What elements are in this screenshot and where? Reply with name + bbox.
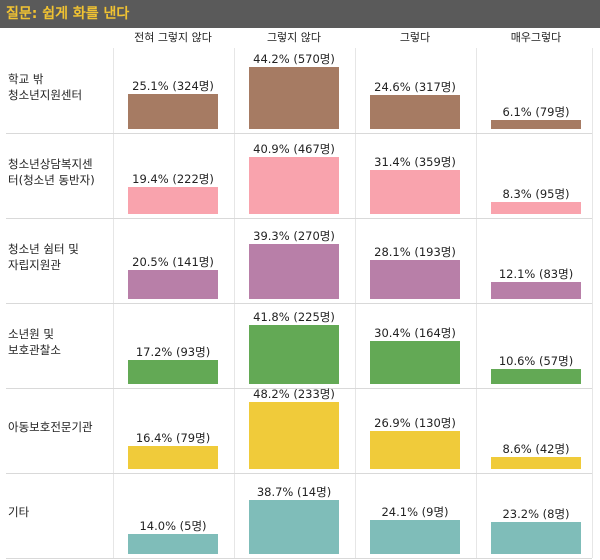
data-label: 17.2% (93명) <box>135 345 211 359</box>
bar <box>370 170 460 214</box>
row-label: 아동보호전문기관 <box>8 419 93 434</box>
bar <box>249 67 339 129</box>
row-label: 청소년상담복지센 터(청소년 동반자) <box>8 156 95 187</box>
row-separator <box>6 133 592 134</box>
row-separator <box>6 473 592 474</box>
data-label: 38.7% (14명) <box>256 485 332 499</box>
data-label: 8.3% (95명) <box>502 187 570 201</box>
column-header: 그렇지 않다 <box>266 31 322 44</box>
row-separator <box>6 558 592 559</box>
row-separator <box>6 388 592 389</box>
data-label: 28.1% (193명) <box>374 245 456 259</box>
bar <box>249 500 339 554</box>
data-label: 40.9% (467명) <box>253 142 335 156</box>
data-label: 39.3% (270명) <box>253 229 335 243</box>
bar <box>128 270 218 299</box>
data-label: 41.8% (225명) <box>253 310 335 324</box>
bar <box>370 431 460 469</box>
bar <box>491 202 581 214</box>
data-label: 24.1% (9명) <box>381 505 449 519</box>
bar <box>370 341 460 384</box>
data-label: 8.6% (42명) <box>502 442 570 456</box>
bar <box>491 457 581 469</box>
data-label: 12.1% (83명) <box>498 267 574 281</box>
data-label: 6.1% (79명) <box>502 105 570 119</box>
data-label: 25.1% (324명) <box>132 79 214 93</box>
row-label: 기타 <box>8 504 30 519</box>
bar <box>370 520 460 554</box>
bar <box>491 369 581 384</box>
column-header: 매우그렇다 <box>510 31 562 44</box>
bar <box>128 360 218 384</box>
bar <box>370 260 460 299</box>
column-header: 전혀 그렇지 않다 <box>134 31 212 44</box>
bar <box>128 187 218 214</box>
bar <box>370 95 460 129</box>
data-label: 14.0% (5명) <box>139 519 207 533</box>
chart-title: 질문: 쉽게 화를 낸다 <box>0 0 600 28</box>
data-label: 26.9% (130명) <box>374 416 456 430</box>
bar <box>249 325 339 384</box>
bar <box>128 534 218 554</box>
data-label: 31.4% (359명) <box>374 155 456 169</box>
column-divider <box>592 48 593 558</box>
data-label: 30.4% (164명) <box>374 326 456 340</box>
row-label: 청소년 쉼터 및 자립지원관 <box>8 241 79 272</box>
data-label: 20.5% (141명) <box>132 255 214 269</box>
row-label: 소년원 및 보호관찰소 <box>8 326 61 357</box>
bar <box>491 120 581 129</box>
row-separator <box>6 218 592 219</box>
bar <box>249 157 339 214</box>
bar <box>491 282 581 299</box>
column-header: 그렇다 <box>399 31 431 44</box>
bar <box>249 402 339 469</box>
data-label: 16.4% (79명) <box>135 431 211 445</box>
bar <box>128 446 218 469</box>
data-label: 24.6% (317명) <box>374 80 456 94</box>
bar <box>249 244 339 299</box>
row-separator <box>6 303 592 304</box>
data-label: 48.2% (233명) <box>253 387 335 401</box>
data-label: 23.2% (8명) <box>502 507 570 521</box>
bar <box>128 94 218 129</box>
data-label: 10.6% (57명) <box>498 354 574 368</box>
bar <box>491 522 581 554</box>
row-label: 학교 밖 청소년지원센터 <box>8 71 83 102</box>
data-label: 19.4% (222명) <box>132 172 214 186</box>
data-label: 44.2% (570명) <box>253 52 335 66</box>
